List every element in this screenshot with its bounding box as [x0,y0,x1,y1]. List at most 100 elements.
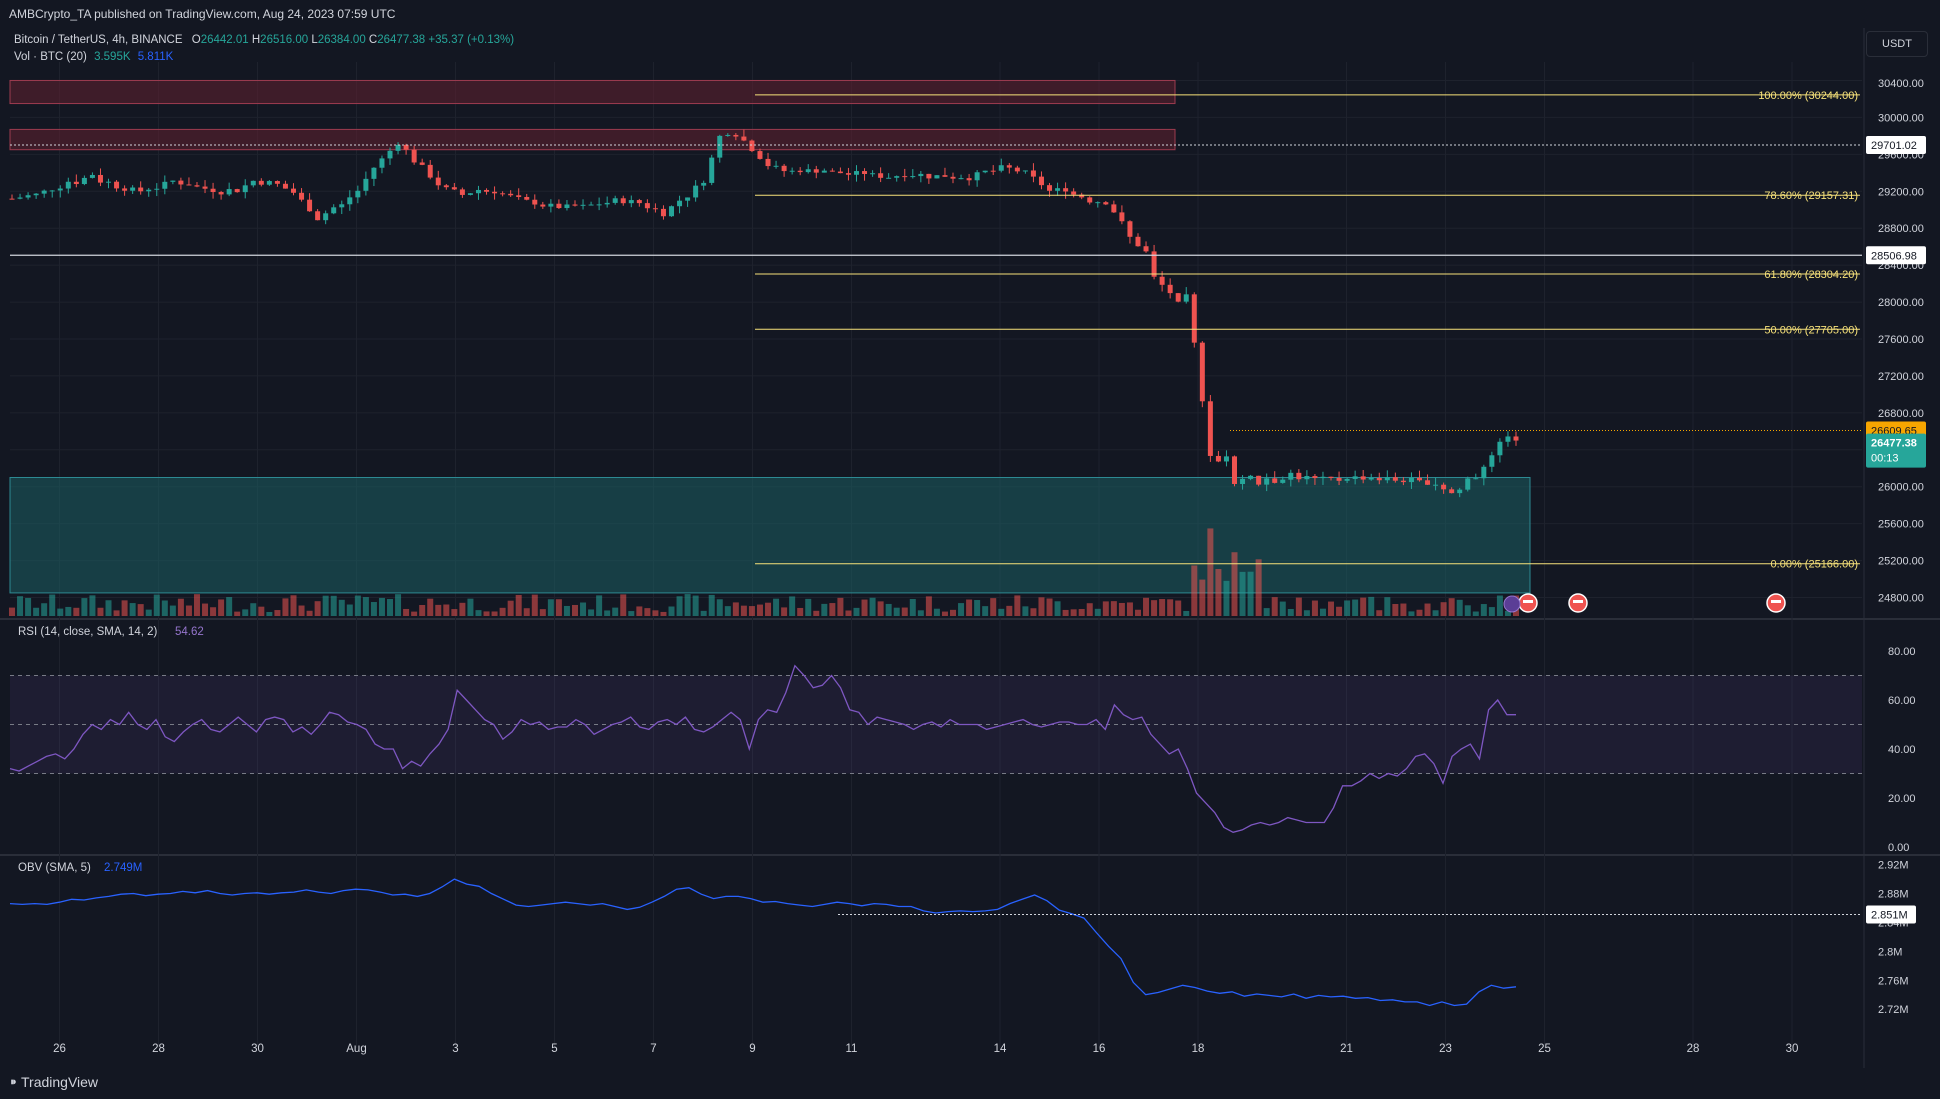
volume-bar [395,594,402,616]
candle-body [1038,176,1044,186]
candle-body [492,191,498,194]
candle-body [1465,478,1471,490]
volume-bar [242,609,249,616]
volume-bar [845,610,852,616]
volume-bar [716,599,723,616]
candle-body [1505,436,1511,442]
candle-body [451,187,457,190]
volume-legend: Vol · BTC (20) 3.595K 5.811K [14,51,173,63]
volume-bar [1239,571,1246,616]
x-label-8: 11 [846,1043,858,1055]
grid-lines [0,28,1940,1068]
volume-bar [362,597,369,616]
volume-bar [33,607,40,616]
price-tick-label-9: 28400.00 [1878,260,1924,272]
volume-bar [443,604,450,616]
fib-label-2: 61.80% (28304.20) [1764,269,1858,281]
volume-label[interactable]: Vol · BTC (20) [14,51,87,63]
price-tick-label-10: 28800.00 [1878,223,1924,235]
candle-body [17,197,23,199]
volume-bar [1030,608,1037,616]
volume-bar [555,599,562,616]
volume-bar [1344,600,1351,616]
candle-body [1014,167,1020,172]
candle-body [170,180,176,182]
ohlc-l-label: L [311,34,318,46]
candle-body [998,165,1004,171]
volume-bar [1472,611,1479,616]
volume-bar [121,600,128,616]
candle-body [902,176,908,178]
tag-28506-text: 28506.98 [1871,250,1917,262]
candle-body [106,181,112,183]
price-tick-label-1: 25200.00 [1878,556,1924,568]
candle-body [1272,478,1278,483]
volume-bar [282,598,289,616]
x-label-16: 30 [1786,1043,1799,1055]
candle-body [122,188,128,191]
candle-body [660,208,666,217]
ohlc-low: 26384.00 [317,34,366,46]
candle-body [556,203,562,209]
volume-bar [1151,600,1158,616]
volume-bar [925,596,932,616]
currency-button[interactable]: USDT [1866,31,1928,57]
volume-bar [676,596,683,616]
candle-body [387,150,393,159]
lightning-event-icon [1503,595,1521,613]
volume-bar [604,610,611,616]
volume-bar [427,598,434,616]
rsi-tick-2: 40.00 [1888,744,1916,756]
candle-body [315,211,321,221]
volume-bar [258,606,265,616]
candle-body [1320,476,1326,479]
candle-body [411,149,417,163]
candle-body [1489,455,1495,467]
candle-body [1497,441,1503,456]
volume-bar [1368,596,1375,616]
candle-body [282,183,288,189]
candle-body [57,188,63,191]
candle-body [1344,478,1350,481]
candle-body [1441,484,1447,490]
volume-bar [65,606,72,616]
candle-body [403,144,409,150]
volume-bar [226,597,233,616]
candle-body [258,180,264,185]
tv-logo-icon: ⁍ [10,1074,17,1090]
x-label-13: 23 [1439,1043,1452,1055]
volume-bar [491,611,498,616]
candle-body [1207,401,1213,456]
candle-body [242,185,248,193]
x-label-5: 5 [551,1043,557,1055]
volume-bar [129,603,136,616]
volume-bar [1134,609,1141,616]
price-tick-label-6: 27200.00 [1878,371,1924,383]
volume-bar [17,596,24,616]
volume-bar [1448,598,1455,616]
volume-bar [354,595,361,616]
tradingview-logo[interactable]: ⁍ TradingView [10,1074,98,1091]
rsi-tick-3: 20.00 [1888,793,1916,805]
volume-bar [1086,603,1093,616]
candle-body [829,170,835,172]
candle-body [1280,479,1286,483]
candle-body [25,195,31,198]
candle-body [274,181,280,184]
ohlc-change: +35.37 (+0.13%) [428,34,515,46]
candle-body [379,158,385,168]
candle-body [1215,455,1221,462]
volume-bar [933,608,940,616]
symbol-title[interactable]: Bitcoin / TetherUS, 4h, BINANCE [14,34,183,46]
volume-bar [1215,569,1222,616]
x-label-1: 28 [152,1043,165,1055]
candle-body [1312,476,1318,479]
candle-body [1103,202,1109,205]
candle-body [789,170,795,172]
price-tick-label-0: 24800.00 [1878,593,1924,605]
volume-bar [789,596,796,616]
ohlc-close: 26477.38 [377,34,426,46]
candle-body [564,204,570,209]
candle-body [797,170,803,173]
